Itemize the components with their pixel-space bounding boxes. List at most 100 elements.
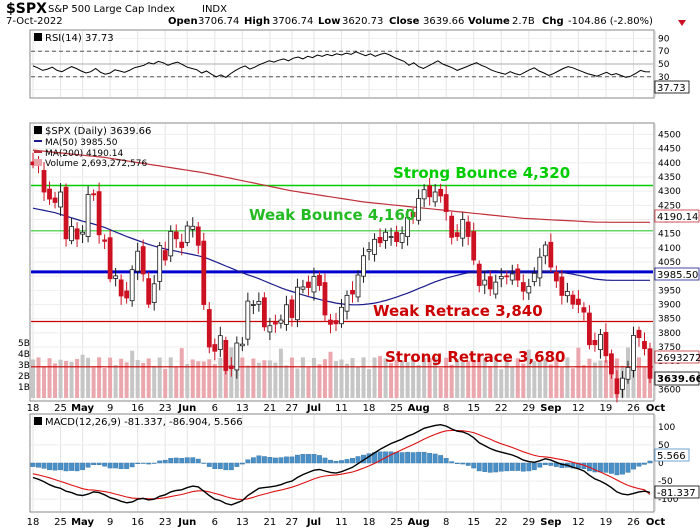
- candle-body: [135, 250, 141, 272]
- volume-legend-swatch: [34, 159, 42, 166]
- x-tick-label: 16: [131, 517, 144, 528]
- macd-hist-bar: [234, 462, 240, 467]
- macd-hist-bar: [476, 462, 482, 472]
- volume-bar: [383, 358, 388, 398]
- candle-body: [454, 232, 460, 237]
- macd-hist-bar: [432, 453, 438, 464]
- x-tick-label: Aug: [408, 517, 430, 528]
- x-tick-label: May: [71, 403, 94, 414]
- macd-hist-bar: [52, 462, 58, 471]
- x-tick-label: 25: [390, 403, 403, 414]
- rsi-y-tick-label: 30: [658, 73, 670, 83]
- open-value: 3706.74: [198, 16, 240, 27]
- macd-hist-bar: [515, 462, 521, 471]
- macd-hist-bar: [250, 457, 256, 464]
- volume-bar: [372, 357, 377, 398]
- candle-body: [250, 304, 256, 306]
- price-legend-symbol: $SPX (Daily) 3639.66: [45, 126, 151, 137]
- macd-hist-bar: [620, 462, 625, 475]
- volume-bar: [400, 360, 405, 398]
- candle-body: [449, 215, 455, 238]
- volume-bar: [218, 357, 223, 398]
- macd-hist-bar: [223, 462, 229, 471]
- volume-bar: [394, 359, 399, 398]
- volume-bar: [609, 362, 614, 398]
- macd-hist-bar: [625, 462, 631, 473]
- volume-bar: [75, 359, 80, 398]
- x-tick-label: 22: [495, 403, 508, 414]
- volume-bar: [570, 368, 575, 398]
- macd-hist-bar: [509, 462, 515, 471]
- volume-bar: [350, 358, 355, 398]
- macd-hist-bar: [548, 462, 554, 466]
- exchange-label: INDX: [202, 4, 227, 15]
- macd-hist-bar: [542, 462, 548, 466]
- volume-bar: [289, 357, 294, 398]
- right-labels: 37.73 4190.14 3985.50 2693272 3639.66 5.…: [654, 80, 700, 499]
- volume-bar: [488, 366, 493, 398]
- macd-hist-bar: [212, 462, 218, 469]
- candle-body: [206, 309, 212, 348]
- macd-hist-bar: [598, 462, 603, 473]
- x-tick-label: 27: [286, 403, 299, 414]
- volume-bar: [598, 360, 603, 398]
- macd-hist-bar: [96, 462, 102, 466]
- macd-hist-bar: [30, 462, 36, 467]
- x-tick-label: Oct: [646, 517, 665, 528]
- price-y-tick-label: 4450: [658, 145, 681, 155]
- macd-hist-bar: [85, 462, 91, 468]
- volume-bar: [168, 357, 173, 398]
- candle-body: [410, 212, 416, 218]
- macd-last-box: [654, 485, 700, 499]
- x-tick-label: 25: [54, 403, 67, 414]
- candle-body: [190, 225, 196, 230]
- volume-bar: [284, 365, 289, 398]
- index-name: S&P 500 Large Cap Index: [48, 4, 176, 15]
- macd-legend-swatch: [34, 417, 42, 425]
- volume-bar: [416, 364, 421, 398]
- volume-bar: [234, 368, 239, 398]
- candle-body: [443, 194, 449, 212]
- candle-body: [140, 246, 146, 275]
- x-tick-label: 23: [159, 517, 172, 528]
- macd-hist-bar: [399, 452, 405, 464]
- macd-hist-bar: [603, 462, 609, 473]
- ma50-legend-text: MA(50) 3985.50: [45, 138, 118, 148]
- candle-body: [261, 297, 267, 328]
- candle-body: [465, 221, 471, 237]
- rsi-last-box: [654, 80, 690, 94]
- candle-body: [212, 344, 218, 352]
- rsi-y-tick-label: 70: [658, 47, 670, 57]
- macd-hist-bar: [151, 462, 157, 464]
- close-label: Close: [389, 16, 420, 27]
- volume-bar: [361, 357, 366, 398]
- macd-hist-bar: [168, 458, 174, 464]
- x-tick-label: 29: [522, 403, 535, 414]
- volume-bar: [422, 357, 427, 398]
- candle-body: [162, 250, 168, 261]
- volume-bar: [113, 365, 118, 398]
- candle-body: [493, 281, 499, 295]
- x-tick-label: 18: [363, 403, 376, 414]
- x-tick-label: 18: [27, 517, 40, 528]
- volume-bar: [212, 364, 217, 398]
- weak-retrace-label: Weak Retrace 3,840: [373, 302, 543, 320]
- x-tick-label: 9: [107, 403, 113, 414]
- volume-bar: [80, 354, 85, 398]
- volume-bar: [356, 366, 361, 398]
- macd-hist-last-label: 5.566: [657, 451, 686, 462]
- volume-value: 2.7B: [512, 16, 535, 27]
- candle-body: [239, 343, 245, 347]
- macd-hist-bar: [74, 462, 80, 472]
- macd-hist-bar: [416, 451, 422, 464]
- macd-y-tick-label: 100: [658, 423, 675, 433]
- candle-body: [256, 300, 262, 305]
- candle-body: [333, 320, 339, 325]
- macd-hist-bar: [284, 456, 289, 464]
- x-tick-label: 19: [600, 517, 613, 528]
- x-tick-label: Sep: [540, 517, 561, 528]
- candle-body: [520, 282, 526, 292]
- volume-bar: [130, 350, 135, 398]
- candle-body: [515, 268, 521, 281]
